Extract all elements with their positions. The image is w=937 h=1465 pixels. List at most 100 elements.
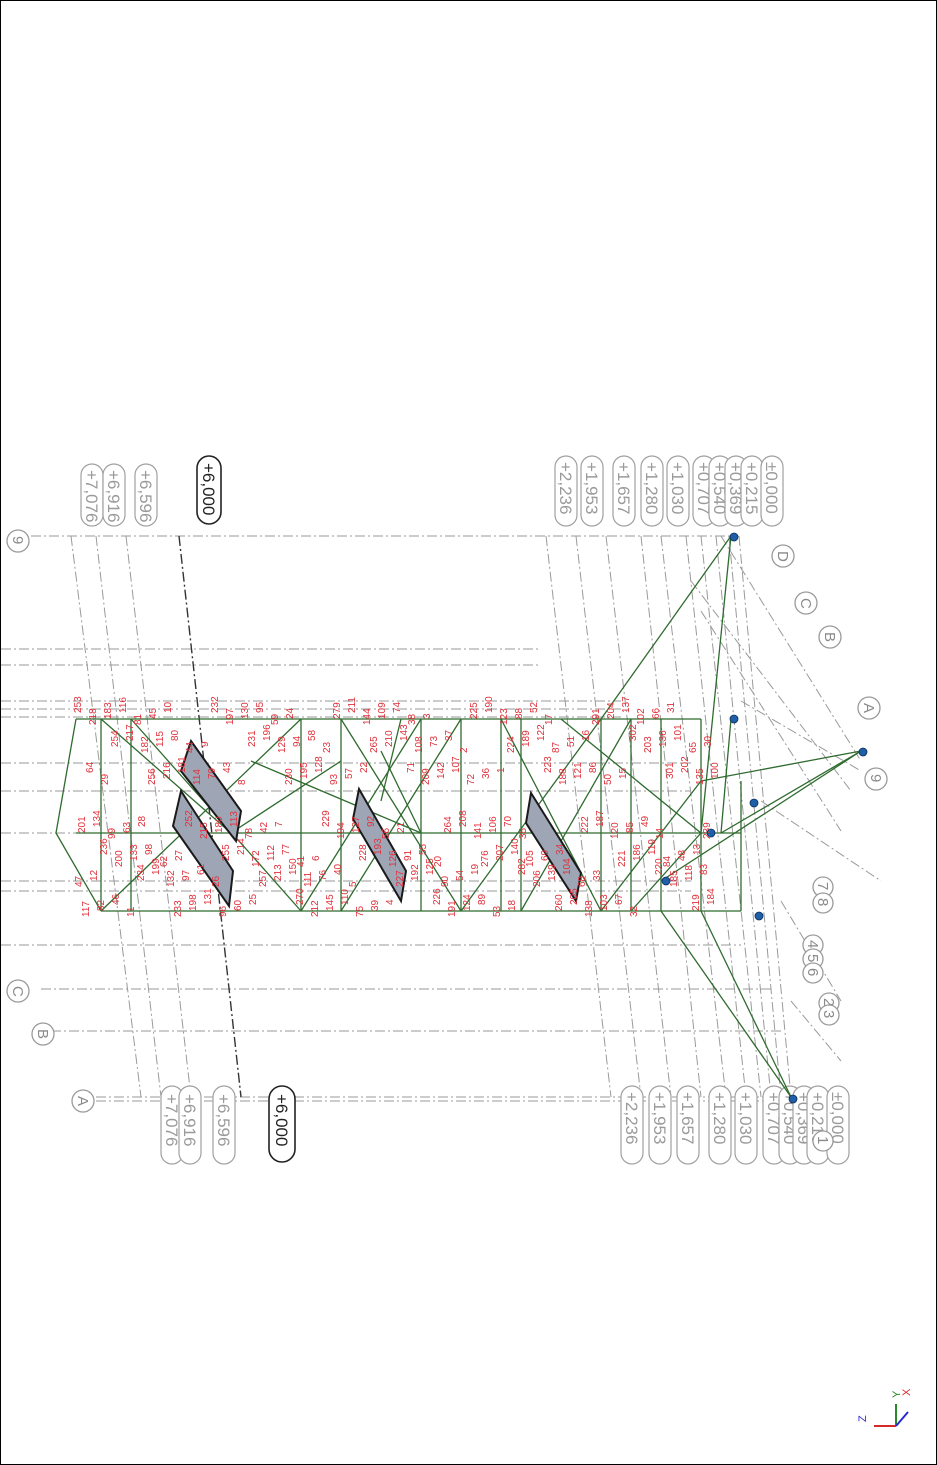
node-label: 141: [473, 822, 484, 839]
node-label: 205: [569, 888, 580, 905]
node-label: 61: [196, 863, 207, 875]
svg-text:4: 4: [804, 940, 821, 948]
node-label: 24: [285, 707, 296, 719]
level-tag: ±0,000: [760, 455, 784, 527]
node-label: 184: [706, 888, 717, 905]
node-label: 29: [100, 773, 111, 785]
node-label: 150: [288, 858, 299, 875]
node-label: 138: [584, 900, 595, 917]
axis-bubble: 6: [802, 962, 824, 984]
deck-plates: [171, 738, 583, 909]
support-node: [858, 747, 868, 757]
node-label: 95: [255, 701, 266, 713]
node-label: 124: [462, 894, 473, 911]
node-label: 12: [89, 869, 100, 881]
node-label: 78: [244, 827, 255, 839]
node-label: 116: [118, 697, 129, 713]
node-label: 51: [566, 735, 577, 747]
node-label: 3: [422, 713, 433, 719]
svg-text:+0,215: +0,215: [742, 462, 761, 514]
node-label: 58: [307, 729, 318, 741]
support-node: [754, 911, 764, 921]
axis-bubble: 9: [864, 767, 888, 791]
level-tag-main: +6,000: [268, 1085, 296, 1163]
node-label: 270: [295, 888, 306, 905]
node-label: 139: [547, 864, 558, 881]
svg-text:9: 9: [9, 536, 26, 544]
node-label: 207: [495, 844, 506, 861]
node-label: 233: [173, 900, 184, 917]
svg-text:A: A: [74, 1096, 91, 1106]
node-label: 40: [333, 863, 344, 875]
node-label: 133: [129, 844, 140, 861]
node-label: 94: [292, 735, 303, 747]
node-label: 279: [332, 702, 343, 719]
node-label: 252: [184, 810, 195, 827]
axis-y-label: Y: [891, 1390, 903, 1398]
node-label: 172: [251, 850, 262, 867]
node-label: 79: [207, 767, 218, 779]
node-label: 228: [358, 844, 369, 861]
node-label: 291: [591, 708, 602, 725]
svg-text:B: B: [34, 1029, 51, 1039]
node-label: 82: [96, 899, 107, 911]
node-label: 87: [551, 741, 562, 753]
node-label: 39: [370, 899, 381, 911]
svg-text:+0,707: +0,707: [694, 462, 713, 514]
structure-members: [55, 535, 862, 1098]
node-label: 11: [126, 906, 137, 917]
level-tag: +7,076: [160, 1085, 184, 1165]
node-label: 217: [125, 724, 136, 741]
node-label: 96: [218, 905, 229, 917]
node-label: 98: [144, 843, 155, 855]
coordinate-triad: Z Y X: [857, 1388, 913, 1427]
node-label: 254: [110, 730, 121, 747]
svg-text:+1,280: +1,280: [710, 1092, 729, 1144]
node-label: 113: [229, 811, 240, 827]
node-label: 218: [88, 708, 99, 725]
svg-text:5: 5: [804, 954, 821, 962]
node-label: 18: [507, 899, 518, 911]
node-label: 181: [177, 756, 188, 773]
node-label: 276: [480, 850, 491, 867]
node-label: 13: [692, 843, 703, 855]
node-label: 69: [540, 849, 551, 861]
node-label: 97: [181, 869, 192, 881]
node-label: 117: [81, 901, 92, 917]
node-label: 118: [684, 865, 695, 881]
node-label: 99: [107, 827, 118, 839]
svg-text:+1,030: +1,030: [736, 1092, 755, 1144]
node-label: 143: [399, 724, 410, 741]
node-label: 215: [199, 822, 210, 839]
node-label: 89: [477, 893, 488, 905]
svg-text:+7,076: +7,076: [82, 470, 101, 522]
node-label: 190: [484, 696, 495, 713]
node-label: 42: [259, 821, 270, 833]
node-label: 91: [403, 849, 414, 861]
node-label: 9: [200, 741, 211, 747]
node-label: 220: [654, 858, 665, 875]
node-label: 264: [443, 816, 454, 833]
node-label: 53: [492, 905, 503, 917]
svg-text:+1,657: +1,657: [678, 1092, 697, 1144]
node-label: 77: [281, 843, 292, 855]
node-label: 120: [610, 822, 621, 839]
svg-text:+6,916: +6,916: [180, 1094, 199, 1146]
node-label: 36: [481, 767, 492, 779]
svg-text:C: C: [797, 598, 814, 609]
level-tag: ±0,000: [826, 1085, 850, 1165]
level-tag: +2,236: [620, 1085, 644, 1165]
axis-bubbles: 9 C B A D C B A 9 7 8 4 5 6 2 3 1: [6, 529, 888, 1152]
grid-lines: [1, 535, 882, 1102]
svg-text:+2,236: +2,236: [556, 462, 575, 514]
node-label: 112: [266, 845, 277, 861]
svg-text:+6,596: +6,596: [214, 1094, 233, 1146]
node-label: 127: [351, 816, 362, 833]
node-label: 55: [418, 843, 429, 855]
axis-bubble: 3: [818, 1004, 840, 1026]
node-label: 136: [658, 730, 669, 747]
node-label: 208: [458, 810, 469, 827]
node-label: 119: [647, 839, 658, 855]
